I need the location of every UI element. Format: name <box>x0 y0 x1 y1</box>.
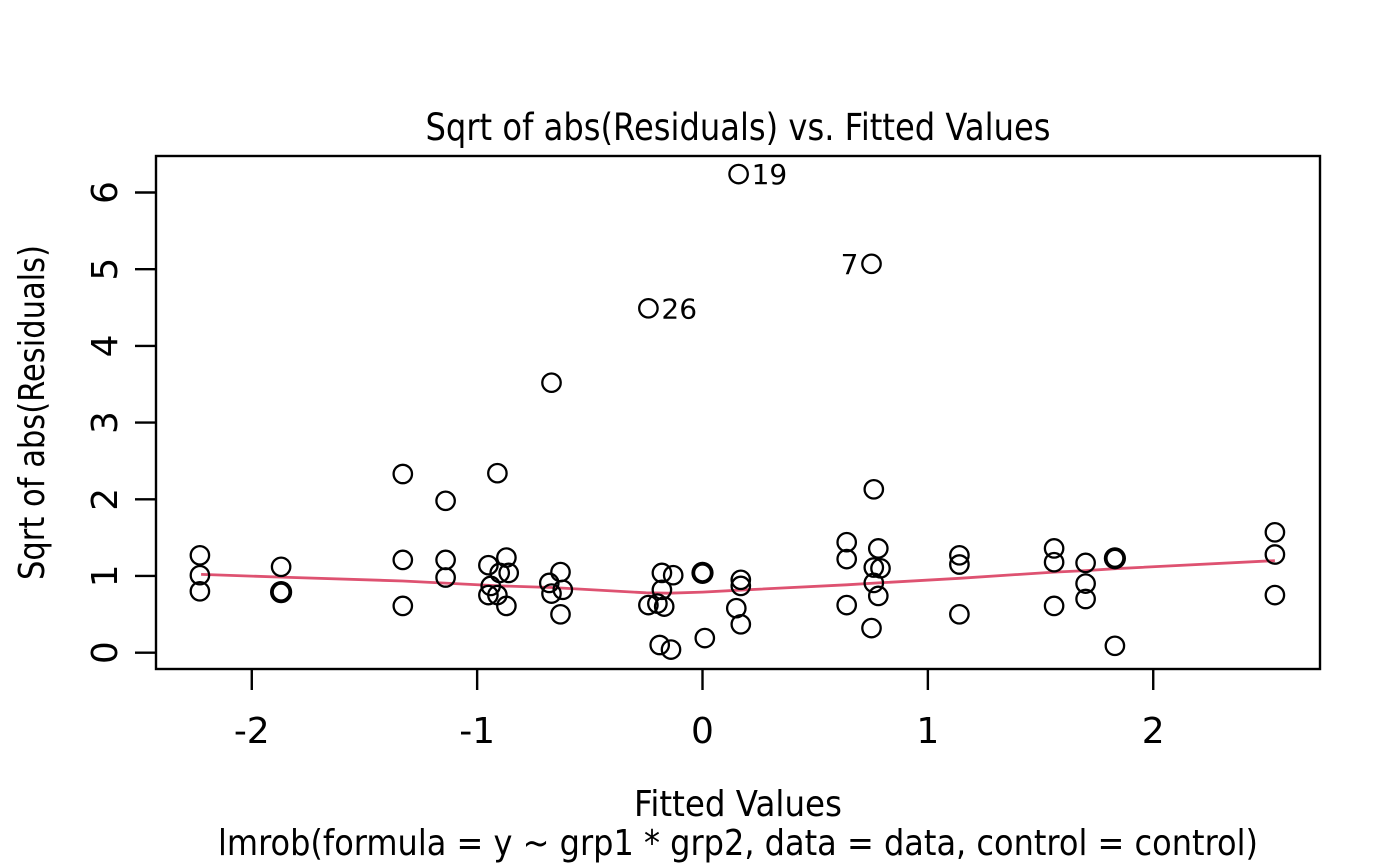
y-tick-label: 1 <box>85 565 126 588</box>
scatter-point <box>730 575 752 597</box>
scatter-point <box>1043 538 1065 559</box>
scatter-point <box>435 490 456 512</box>
scatter-point <box>552 579 574 601</box>
chart-title: Sqrt of abs(Residuals) vs. Fitted Values <box>426 106 1051 149</box>
scatter-point <box>392 463 414 485</box>
scatter-point <box>867 538 889 559</box>
plot-border <box>154 154 1322 671</box>
scatter-point <box>496 595 517 617</box>
scatter-point <box>1043 595 1065 617</box>
x-axis-label: Fitted Values <box>634 784 842 825</box>
scatter-point <box>730 569 752 591</box>
scatter-point <box>1264 544 1286 565</box>
x-tick-label: 1 <box>916 711 939 752</box>
scatter-point <box>649 634 671 656</box>
scatter-point <box>730 613 752 635</box>
scatter-point <box>863 478 885 500</box>
scatter-point <box>189 564 211 586</box>
y-tick-label: 5 <box>85 258 126 281</box>
scatter-point <box>861 617 882 639</box>
x-tick-label: 2 <box>1142 711 1165 752</box>
scatter-point <box>189 544 211 566</box>
scatter-point <box>863 572 885 594</box>
model-call-subtitle: lmrob(formula = y ~ grp1 * grp2, data = … <box>218 823 1258 864</box>
scatter-point <box>478 554 499 576</box>
scatter-point <box>541 583 562 604</box>
scatter-point <box>653 596 675 617</box>
y-tick-label: 6 <box>85 181 126 204</box>
x-tick-label: -1 <box>459 711 495 752</box>
scatter-point <box>435 549 456 571</box>
scatter-point <box>487 462 508 484</box>
x-tick-label: -2 <box>234 711 270 752</box>
scatter-point <box>478 584 499 606</box>
scatter-point <box>836 594 858 616</box>
scatter-point <box>867 585 889 607</box>
scatter-point <box>863 557 885 578</box>
scatter-point <box>1075 552 1096 574</box>
y-tick-label: 2 <box>85 488 126 511</box>
point-label: 26 <box>661 292 697 325</box>
scatter-point <box>392 549 414 571</box>
scatter-point <box>550 561 571 583</box>
scatter-point <box>1075 588 1096 610</box>
scatter-point <box>662 564 684 586</box>
x-tick-label: 0 <box>691 711 714 752</box>
scatter-point <box>392 595 414 617</box>
scatter-point <box>836 548 858 570</box>
scatter-point <box>728 163 749 185</box>
y-axis-label: Sqrt of abs(Residuals) <box>12 245 53 580</box>
scatter-point <box>541 372 562 394</box>
scatter-point <box>638 297 659 319</box>
scatter-point <box>861 253 882 275</box>
y-tick-label: 3 <box>85 411 126 434</box>
scatter-point <box>270 556 292 578</box>
scatter-point <box>269 580 293 604</box>
scatter-point <box>660 639 682 660</box>
scatter-point <box>694 627 716 649</box>
scatter-point <box>691 561 714 585</box>
scatter-point <box>651 562 673 584</box>
point-label: 19 <box>752 158 788 191</box>
scatter-point <box>1103 547 1127 570</box>
scatter-point <box>1264 521 1286 543</box>
scatter-point <box>498 562 520 584</box>
scatter-point <box>949 544 970 566</box>
scatter-point <box>1104 635 1126 657</box>
scatter-point <box>1043 551 1065 573</box>
point-label: 7 <box>841 248 859 281</box>
scatter-point <box>550 603 571 625</box>
scatter-point <box>435 567 456 588</box>
scatter-point <box>949 603 970 625</box>
y-tick-label: 0 <box>85 641 126 664</box>
scatter-point <box>638 594 659 616</box>
scatter-point <box>651 579 673 601</box>
scatter-point <box>1264 584 1286 606</box>
y-tick-label: 4 <box>85 334 126 357</box>
scatter-point <box>1075 573 1096 594</box>
scatter-point <box>189 580 211 602</box>
scatter-point <box>836 531 858 553</box>
scatter-point <box>949 554 970 575</box>
